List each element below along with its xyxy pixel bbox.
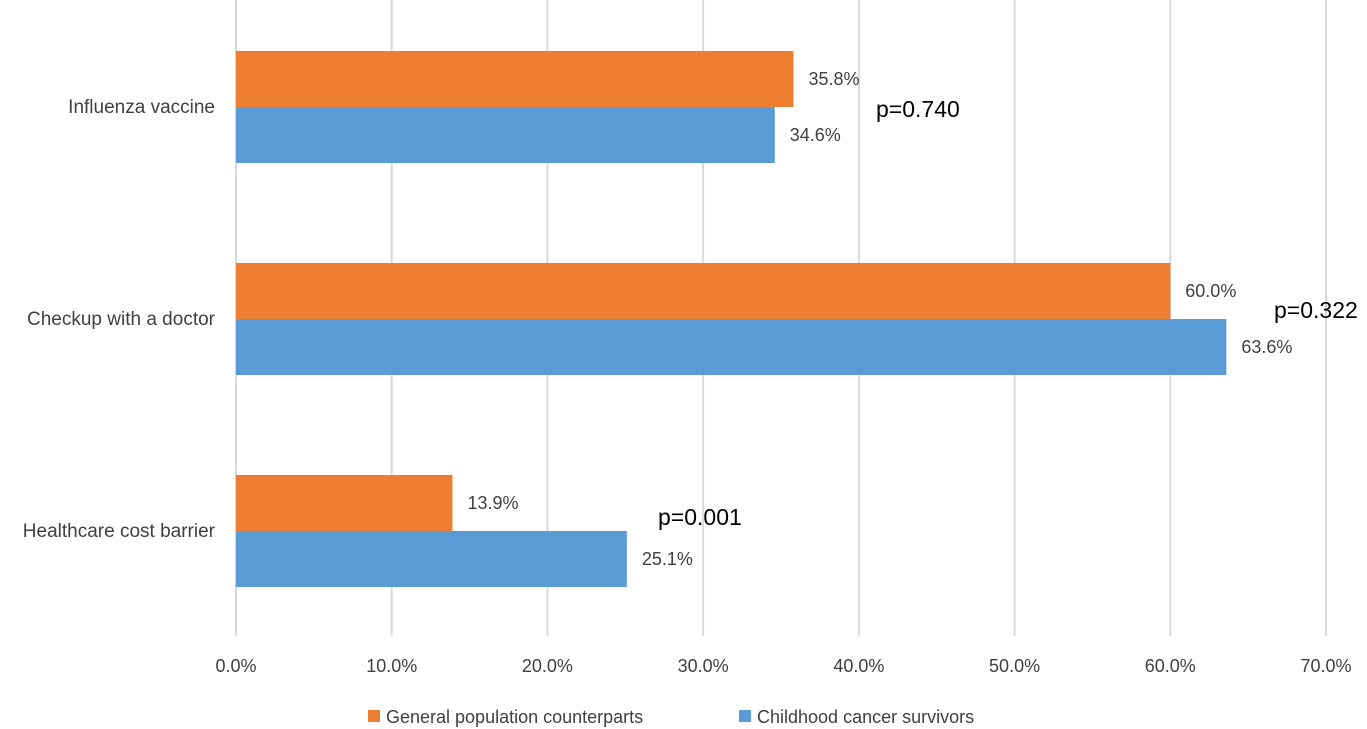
x-tick-label-7: 70.0% — [1300, 656, 1351, 676]
legend-swatch-1 — [739, 710, 751, 722]
p-value-annotation-2: p=0.001 — [658, 504, 742, 530]
data-label-0-1: 60.0% — [1185, 281, 1236, 301]
legend: General population counterparts Childhood… — [368, 707, 974, 727]
data-label-1-2: 25.1% — [642, 549, 693, 569]
x-tick-label-4: 40.0% — [833, 656, 884, 676]
x-tick-label-5: 50.0% — [989, 656, 1040, 676]
x-tick-label-2: 20.0% — [522, 656, 573, 676]
category-label-1: Checkup with a doctor — [27, 309, 216, 330]
x-tick-label-6: 60.0% — [1145, 656, 1196, 676]
legend-label-0: General population counterparts — [386, 707, 643, 727]
p-value-annotations: p=0.740 p=0.322 p=0.001 — [658, 96, 1358, 530]
x-tick-label-3: 30.0% — [678, 656, 729, 676]
bars — [236, 51, 1227, 587]
category-label-0: Influenza vaccine — [68, 97, 215, 118]
bar-cancer-survivors-0 — [236, 107, 775, 163]
bar-general-population-1 — [236, 263, 1171, 319]
data-labels: 35.8% 34.6% 60.0% 63.6% 13.9% 25.1% — [467, 69, 1292, 569]
x-tick-label-0: 0.0% — [215, 656, 256, 676]
bar-general-population-2 — [236, 475, 453, 531]
data-label-1-0: 34.6% — [790, 125, 841, 145]
data-label-0-0: 35.8% — [808, 69, 859, 89]
legend-swatch-0 — [368, 710, 380, 722]
bar-cancer-survivors-2 — [236, 531, 627, 587]
data-label-0-2: 13.9% — [467, 493, 518, 513]
p-value-annotation-0: p=0.740 — [876, 96, 960, 122]
data-label-1-1: 63.6% — [1241, 337, 1292, 357]
category-labels: Influenza vaccine Checkup with a doctor He… — [23, 97, 216, 542]
x-tick-label-1: 10.0% — [366, 656, 417, 676]
legend-label-1: Childhood cancer survivors — [757, 707, 974, 727]
x-tick-labels: 0.0% 10.0% 20.0% 30.0% 40.0% 50.0% 60.0% 70.0% — [215, 656, 1351, 676]
bar-general-population-0 — [236, 51, 794, 107]
bar-cancer-survivors-1 — [236, 319, 1227, 375]
p-value-annotation-1: p=0.322 — [1274, 297, 1358, 323]
category-label-2: Healthcare cost barrier — [23, 521, 216, 542]
